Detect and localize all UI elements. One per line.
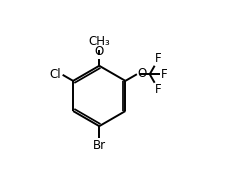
Text: F: F <box>161 68 168 81</box>
Text: Cl: Cl <box>49 68 61 81</box>
Text: F: F <box>155 83 162 96</box>
Text: F: F <box>155 52 162 65</box>
Text: CH₃: CH₃ <box>88 35 110 48</box>
Text: O: O <box>95 45 104 58</box>
Text: O: O <box>138 67 147 80</box>
Text: Br: Br <box>93 139 106 152</box>
